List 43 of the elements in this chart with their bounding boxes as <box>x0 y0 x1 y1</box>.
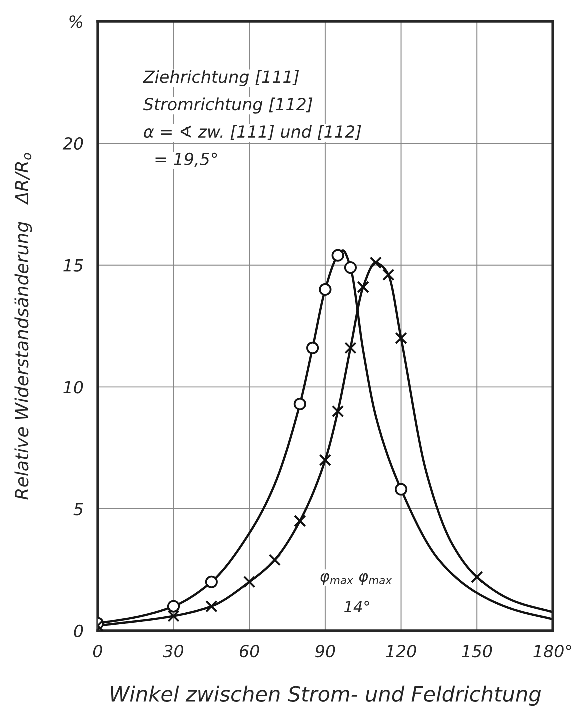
y-tick-label: 15 <box>64 260 84 272</box>
annotation: 14° <box>344 601 370 612</box>
point <box>268 554 282 566</box>
point <box>319 283 332 296</box>
annotation: Stromrichtung [112] <box>144 98 313 114</box>
annotation: φ$_{max}$ <box>359 573 392 586</box>
x-tick-label: 180° <box>534 645 572 658</box>
x-tick-label: 150 <box>462 645 492 658</box>
point <box>395 332 408 345</box>
y-axis-title: Relative Widerstandsänderung ΔR/R$_{o}$ <box>14 153 32 500</box>
point <box>344 342 357 354</box>
point <box>470 571 484 584</box>
x-axis-title: Winkel zwischen Strom- und Feldrichtung <box>111 686 542 706</box>
point <box>306 342 320 354</box>
point <box>370 256 382 270</box>
annotation: = 19,5° <box>156 152 218 168</box>
x-tick-label: 30 <box>163 645 184 658</box>
point <box>357 281 370 294</box>
point <box>294 515 306 528</box>
y-tick-label: 10 <box>64 381 84 394</box>
y-tick-label: 5 <box>74 503 84 516</box>
x-tick-label: 0 <box>93 645 102 658</box>
point <box>167 600 180 613</box>
point <box>168 610 180 622</box>
point <box>394 483 408 496</box>
x-tick-label: 90 <box>316 645 336 658</box>
point <box>344 261 358 274</box>
y-tick-label: % <box>70 16 83 28</box>
point <box>294 398 306 411</box>
point <box>332 405 344 418</box>
point <box>205 576 218 588</box>
y-tick-label: 20 <box>62 137 84 150</box>
x-tick-label: 60 <box>240 645 260 658</box>
annotation: α = ∢ zw. [111] und [112] <box>144 125 362 140</box>
x-tick-label: 120 <box>386 645 416 658</box>
annotation: φ$_{max}$ <box>320 573 354 586</box>
point <box>382 268 395 282</box>
point <box>206 600 218 613</box>
y-tick-label: 0 <box>74 624 84 638</box>
annotation: Ziehrichtung [111] <box>143 70 300 86</box>
point <box>243 576 256 588</box>
point <box>319 454 332 466</box>
point <box>332 249 344 262</box>
